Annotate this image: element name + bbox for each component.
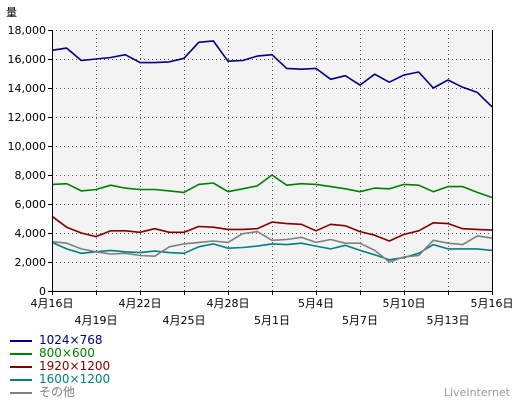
y-tick-label: 6,000 — [15, 198, 47, 211]
axes — [48, 30, 493, 295]
y-tick-label: 18,000 — [8, 24, 47, 37]
x-tick-label: 5月13日 — [427, 314, 470, 327]
x-tick-labels: 4月16日 4月22日 4月28日 5月4日 5月10日 5月16日 4月19日 4月25日 5… — [31, 297, 514, 327]
legend-item-1920x1200: 1920×1200 — [8, 360, 110, 373]
y-tick-label: 16,000 — [8, 53, 47, 66]
series-line-1024x768 — [51, 40, 493, 108]
legend-item-1600x1200: 1600×1200 — [8, 373, 110, 386]
legend-label: その他 — [39, 385, 76, 399]
x-tick-label: 5月7日 — [342, 314, 378, 327]
x-tick-label: 5月10日 — [383, 297, 426, 310]
y-tick-labels: 0 2,000 4,000 6,000 8,000 10,000 12,000 14,000 1… — [8, 24, 47, 298]
legend-swatch — [10, 365, 32, 368]
y-axis-title: 量 — [6, 6, 17, 19]
legend: 1024×768 800×600 1920×1200 1600×1200 その他 — [8, 334, 110, 399]
y-tick-label: 0 — [39, 285, 46, 298]
x-tick-label: 4月19日 — [75, 314, 118, 327]
series-line-1920x1200 — [51, 215, 493, 242]
series-line-1600x1200 — [51, 241, 493, 261]
x-tick-label: 5月4日 — [298, 297, 334, 310]
credit-text: LiveInternet — [443, 386, 510, 399]
legend-swatch — [10, 339, 32, 342]
plot-background — [52, 30, 492, 291]
x-tick-label: 5月1日 — [254, 314, 290, 327]
legend-swatch — [10, 391, 32, 394]
x-tick-label: 4月16日 — [31, 297, 74, 310]
legend-label: 1600×1200 — [39, 372, 111, 386]
x-tick-label: 4月28日 — [207, 297, 250, 310]
y-tick-label: 4,000 — [15, 227, 47, 240]
legend-swatch — [10, 378, 32, 381]
plot-area — [52, 30, 492, 291]
legend-swatch — [10, 352, 32, 355]
legend-label: 1024×768 — [39, 333, 103, 347]
legend-item-800x600: 800×600 — [8, 347, 110, 360]
y-tick-label: 12,000 — [8, 111, 47, 124]
series-lines — [51, 40, 493, 263]
x-tick-label: 4月25日 — [163, 314, 206, 327]
y-tick-label: 8,000 — [15, 169, 47, 182]
x-tick-label: 4月22日 — [119, 297, 162, 310]
y-tick-label: 10,000 — [8, 140, 47, 153]
legend-label: 800×600 — [39, 346, 95, 360]
x-tick-label: 5月16日 — [471, 297, 514, 310]
legend-item-1024x768: 1024×768 — [8, 334, 110, 347]
y-tick-label: 14,000 — [8, 82, 47, 95]
series-line-800x600 — [51, 174, 493, 199]
series-line-x — [51, 230, 493, 263]
y-tick-label: 2,000 — [15, 256, 47, 269]
legend-label: 1920×1200 — [39, 359, 111, 373]
legend-item-other: その他 — [8, 386, 110, 399]
